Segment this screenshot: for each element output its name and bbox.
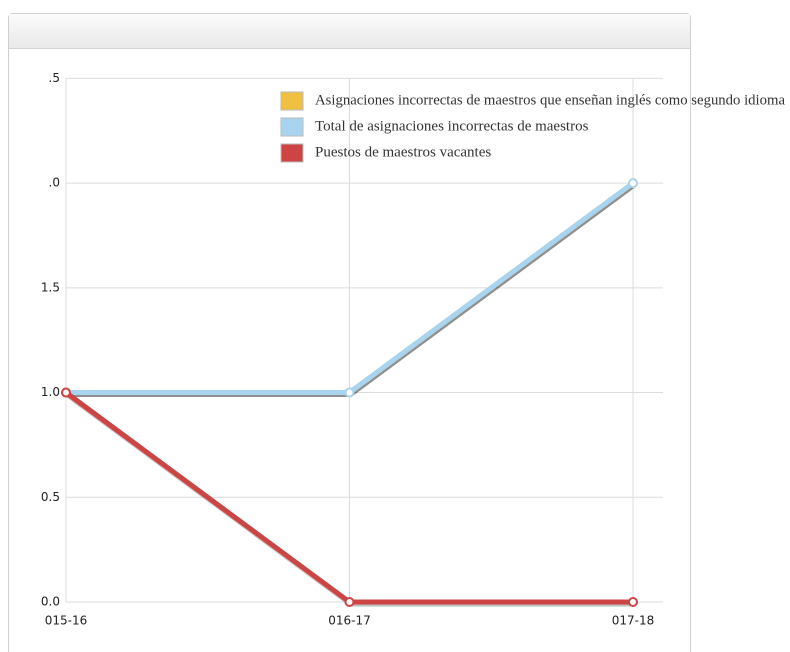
- legend-label: Asignaciones incorrectas de maestros que…: [315, 92, 785, 108]
- x-tick-label: 017-18: [612, 614, 655, 628]
- legend-swatch: [280, 91, 304, 111]
- point: [61, 387, 71, 398]
- x-tick-label: 015-16: [45, 614, 88, 628]
- panel-header: [9, 14, 690, 48]
- legend-swatch: [280, 117, 304, 137]
- point: [344, 597, 355, 607]
- y-tick-label: 1.5: [41, 280, 60, 294]
- point: [344, 387, 355, 398]
- legend-label: Puestos de maestros vacantes: [315, 144, 491, 160]
- legend-label: Total de asignaciones incorrectas de mae…: [315, 118, 589, 134]
- point: [628, 597, 638, 607]
- y-tick-label: 0.5: [41, 490, 60, 504]
- y-tick-label: .0: [49, 176, 60, 190]
- y-tick-label: 1.0: [41, 385, 60, 399]
- legend-swatch: [280, 143, 304, 163]
- y-tick-label: 0.0: [41, 595, 60, 609]
- y-tick-label: .5: [49, 71, 60, 85]
- point: [628, 178, 638, 189]
- x-tick-label: 016-17: [328, 614, 371, 628]
